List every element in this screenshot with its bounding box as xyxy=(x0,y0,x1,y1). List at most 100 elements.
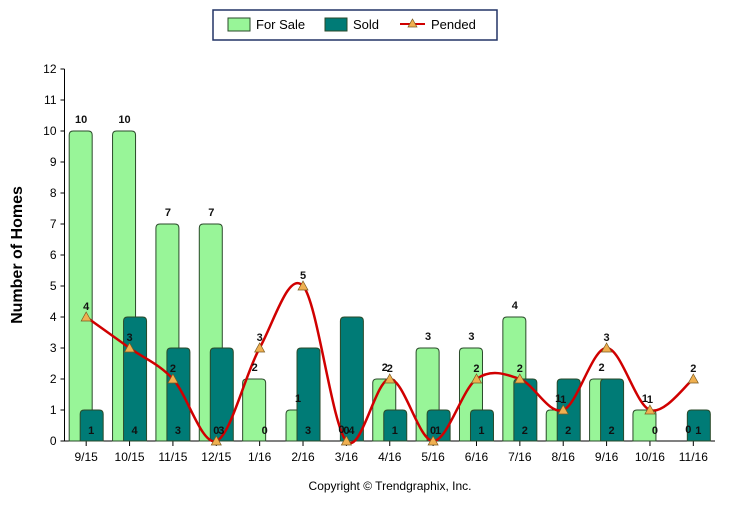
data-label-pended: 0 xyxy=(213,425,219,437)
data-label-for-sale: 0 xyxy=(338,424,344,436)
legend-swatch-for-sale xyxy=(227,17,251,32)
pended-marker xyxy=(254,342,266,353)
legend-label-for-sale: For Sale xyxy=(256,17,305,32)
y-tick-label: 11 xyxy=(44,93,57,107)
y-tick-label: 12 xyxy=(43,62,57,76)
y-tick-label: 6 xyxy=(50,248,57,262)
bar-sold xyxy=(686,409,711,442)
y-tick-label: 3 xyxy=(50,341,57,355)
bar-sold xyxy=(513,378,538,442)
data-label-pended: 2 xyxy=(517,363,523,375)
y-axis-label: Number of Homes xyxy=(9,186,26,324)
data-label-for-sale: 3 xyxy=(425,331,431,343)
data-label-sold: 4 xyxy=(131,425,138,437)
x-tick-label: 10/15 xyxy=(115,450,145,464)
data-label-sold: 3 xyxy=(175,425,181,437)
legend-marker-pended xyxy=(407,18,418,28)
bar-sold xyxy=(339,316,364,442)
bar-for-sale xyxy=(242,378,267,442)
data-label-for-sale: 3 xyxy=(468,331,474,343)
data-label-for-sale: 7 xyxy=(165,207,171,219)
y-tick-label: 9 xyxy=(50,155,57,169)
pended-marker xyxy=(514,373,526,384)
pended-marker xyxy=(557,404,569,415)
pended-marker xyxy=(210,435,222,446)
data-label-pended: 4 xyxy=(83,301,90,313)
x-tick-label: 7/16 xyxy=(508,450,532,464)
legend xyxy=(212,9,498,41)
data-label-for-sale: 10 xyxy=(75,114,87,126)
data-label-pended: 0 xyxy=(430,425,436,437)
bar-sold xyxy=(166,347,191,442)
pended-marker xyxy=(384,373,396,384)
y-tick-label: 5 xyxy=(50,279,57,293)
y-tick-label: 4 xyxy=(50,310,57,324)
data-label-for-sale: 1 xyxy=(642,393,648,405)
data-label-pended: 3 xyxy=(604,332,610,344)
x-tick-label: 11/16 xyxy=(679,450,708,464)
pended-marker xyxy=(123,342,136,353)
data-label-pended: 1 xyxy=(647,394,653,406)
data-label-sold: 4 xyxy=(348,425,355,437)
data-label-sold: 0 xyxy=(652,425,658,437)
bar-sold xyxy=(79,409,104,442)
data-label-for-sale: 1 xyxy=(555,393,561,405)
data-label-pended: 0 xyxy=(343,425,349,437)
pended-marker xyxy=(80,311,92,322)
x-tick-label: 10/16 xyxy=(635,450,665,464)
pended-marker xyxy=(644,404,656,415)
legend-label-sold: Sold xyxy=(353,17,379,32)
data-label-pended: 1 xyxy=(560,394,566,406)
bar-sold xyxy=(209,347,234,442)
x-tick-label: 1/16 xyxy=(248,450,272,464)
x-tick-label: 8/16 xyxy=(552,450,576,464)
data-label-pended: 2 xyxy=(387,363,393,375)
data-label-sold: 1 xyxy=(695,425,701,437)
data-label-pended: 2 xyxy=(690,363,696,375)
pended-marker xyxy=(470,373,483,384)
data-label-sold: 1 xyxy=(88,425,94,437)
y-tick-label: 10 xyxy=(43,124,57,138)
pended-marker xyxy=(167,373,179,384)
x-tick-label: 5/16 xyxy=(421,450,445,464)
data-label-for-sale: 10 xyxy=(118,114,130,126)
y-tick-label: 2 xyxy=(50,372,57,386)
x-tick-label: 11/15 xyxy=(158,450,187,464)
y-tick-label: 1 xyxy=(50,403,57,417)
data-label-for-sale: 4 xyxy=(512,300,519,312)
bar-sold xyxy=(600,378,625,442)
data-label-sold: 2 xyxy=(565,425,571,437)
data-label-pended: 2 xyxy=(170,363,176,375)
bar-sold xyxy=(556,378,581,442)
data-label-sold: 1 xyxy=(435,425,441,437)
legend-label-pended: Pended xyxy=(431,17,476,32)
x-tick-label: 2/16 xyxy=(291,450,315,464)
data-label-for-sale: 7 xyxy=(208,207,214,219)
pended-marker xyxy=(687,373,699,384)
pended-line xyxy=(85,282,695,445)
bar-sold xyxy=(383,409,408,442)
x-tick-label: 4/16 xyxy=(378,450,402,464)
data-label-pended: 3 xyxy=(126,332,132,344)
pended-marker xyxy=(297,280,309,291)
data-label-sold: 3 xyxy=(305,425,311,437)
y-tick-label: 8 xyxy=(50,186,57,200)
legend-swatch-sold xyxy=(324,17,348,32)
pended-marker xyxy=(340,435,352,446)
data-label-pended: 3 xyxy=(257,332,263,344)
data-label-for-sale: 2 xyxy=(599,362,605,374)
bar-for-sale xyxy=(68,130,93,442)
data-label-sold: 1 xyxy=(392,425,398,437)
data-label-pended: 2 xyxy=(473,363,479,375)
x-tick-label: 3/16 xyxy=(335,450,359,464)
x-tick-label: 6/16 xyxy=(465,450,489,464)
x-tick-label: 9/15 xyxy=(75,450,99,464)
data-label-sold: 3 xyxy=(218,425,224,437)
data-label-sold: 0 xyxy=(262,425,268,437)
data-label-for-sale: 0 xyxy=(685,424,691,436)
pended-marker xyxy=(427,435,439,446)
data-label-sold: 2 xyxy=(522,425,528,437)
bar-sold xyxy=(469,409,494,442)
data-label-pended: 5 xyxy=(300,270,306,282)
